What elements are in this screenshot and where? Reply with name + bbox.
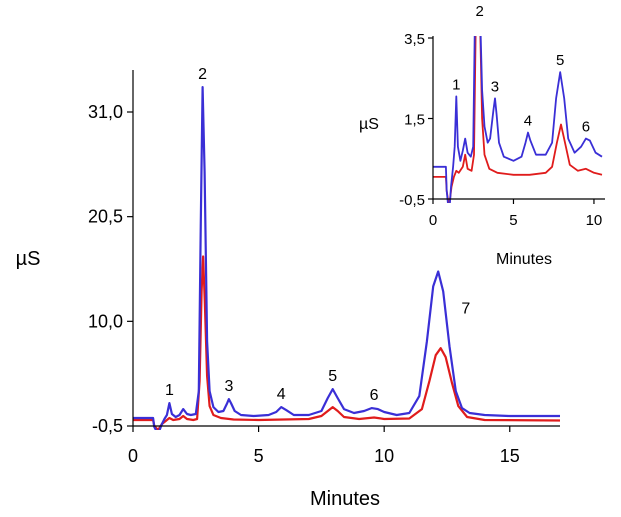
inset-peak-label-2: 2 <box>476 3 484 20</box>
main-y-tick-label: 20,5 <box>88 207 123 227</box>
main-axes <box>127 70 560 432</box>
inset-peak-label-1: 1 <box>452 76 460 93</box>
main-tick-labels: 0 5 10 15-0,510,020,531,0 <box>88 102 520 466</box>
inset-y-axis-title: µS <box>359 116 379 133</box>
inset-y-tick-label: -0,5 <box>399 192 425 209</box>
inset-peak-label-4: 4 <box>524 113 532 130</box>
main-x-tick-label: 15 <box>500 446 520 466</box>
main-x-axis-title: Minutes <box>310 488 380 510</box>
inset-x-axis-title: Minutes <box>496 251 552 268</box>
main-peak-label-7: 7 <box>461 300 470 317</box>
inset-tick-labels: 0 5 10 -0,5 1,5 3,5 <box>399 31 602 229</box>
inset-x-tick-label: 10 <box>586 212 603 229</box>
main-y-tick-label: 31,0 <box>88 102 123 122</box>
inset-peak-label-6: 6 <box>582 119 590 136</box>
main-x-tick-label: 5 <box>254 446 264 466</box>
inset-series-line-1 <box>433 36 603 203</box>
main-peak-label-5: 5 <box>328 368 337 385</box>
inset-peak-label-5: 5 <box>556 52 564 69</box>
inset-chart: 0 5 10 -0,5 1,5 3,5 1 2 3 4 5 6 Minutes µS <box>359 3 605 268</box>
main-peak-label-6: 6 <box>370 387 379 404</box>
main-peak-label-2: 2 <box>198 66 207 83</box>
inset-axes <box>428 36 605 204</box>
main-plot-area <box>133 86 560 430</box>
main-peak-label-1: 1 <box>165 382 174 399</box>
inset-x-tick-label: 5 <box>509 212 517 229</box>
inset-peak-labels: 1 2 3 4 5 6 <box>452 3 590 136</box>
inset-peak-label-3: 3 <box>491 78 499 95</box>
main-x-tick-label: 0 <box>128 446 138 466</box>
main-series-line-1 <box>133 86 560 430</box>
inset-x-tick-label: 0 <box>429 212 437 229</box>
main-y-tick-label: 10,0 <box>88 311 123 331</box>
main-peak-label-4: 4 <box>277 386 286 403</box>
main-peak-labels: 1 2 3 4 5 6 7 <box>165 66 470 404</box>
main-y-axis-title: µS <box>16 248 41 270</box>
inset-y-tick-label: 3,5 <box>404 31 425 48</box>
main-peak-label-3: 3 <box>224 378 233 395</box>
inset-series-line-2 <box>433 36 603 203</box>
main-series-line-2 <box>133 255 560 430</box>
inset-plot-area <box>433 36 603 203</box>
main-x-tick-label: 10 <box>374 446 394 466</box>
main-y-tick-label: -0,5 <box>92 416 123 436</box>
inset-y-tick-label: 1,5 <box>404 112 425 129</box>
